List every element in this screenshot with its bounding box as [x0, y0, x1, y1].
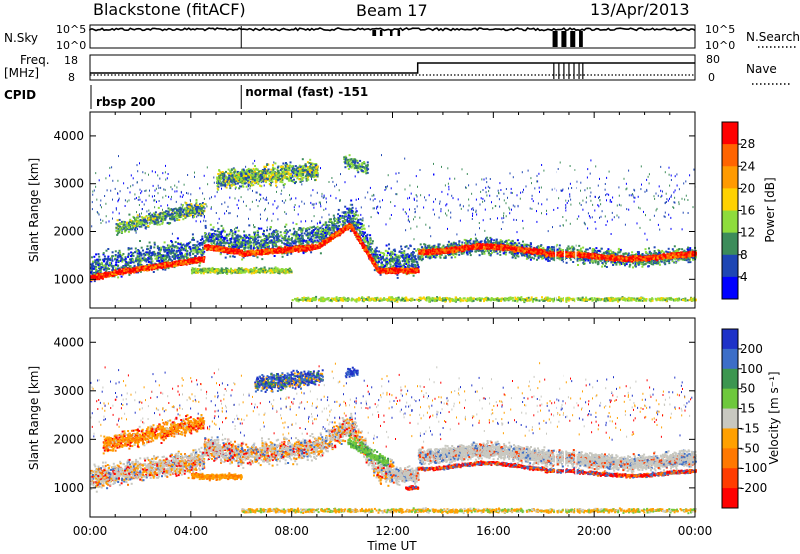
power-colorbar-tick-4: 12	[740, 226, 755, 240]
power-colorbar: 28 24 20 16 12 8 4	[721, 121, 755, 300]
velocity-ylabel: Slant Range [km]	[27, 366, 41, 470]
nave-label: Nave	[746, 62, 777, 76]
velocity-ytick-4000: 4000	[53, 335, 84, 349]
velocity-axes: 1000 2000 3000 4000	[53, 318, 696, 517]
freq-label-line2: [MHz]	[4, 66, 39, 80]
x-axis-label: Time UT	[366, 539, 417, 553]
x-tick-4: 16:00	[476, 524, 511, 538]
velocity-colorbar-tick-7: -200	[740, 481, 767, 495]
power-colorbar-swatch-4	[722, 210, 738, 234]
power-colorbar-tick-6: 4	[740, 270, 748, 284]
x-tick-labels: 00:00 04:00 08:00 12:00 16:00 20:00 00:00	[73, 524, 713, 538]
velocity-scatter	[90, 319, 697, 516]
power-ylabel: Slant Range [km]	[27, 158, 41, 262]
velocity-colorbar-tick-5: -50	[740, 441, 760, 455]
velocity-ytick-3000: 3000	[53, 384, 84, 398]
power-ytick-1000: 1000	[53, 272, 84, 286]
nsky-tick-low: 10^0	[56, 39, 86, 52]
cpid-rbsp-text: rbsp 200	[96, 95, 155, 109]
velocity-colorbar-tick-6: -100	[740, 461, 767, 475]
power-colorbar-swatch-3	[722, 188, 738, 211]
power-colorbar-label: Power [dB]	[763, 177, 777, 242]
nsky-panel	[89, 24, 696, 49]
nave-tick-low: 0	[708, 71, 715, 84]
nsearch-tick-low: 10^0	[705, 39, 735, 52]
power-ytick-2000: 2000	[53, 225, 84, 239]
freq-trace	[90, 62, 695, 79]
x-tick-6: 00:00	[678, 524, 713, 538]
nsky-tick-high: 10^5	[56, 23, 86, 36]
velocity-colorbar-swatch-2	[722, 368, 738, 390]
velocity-colorbar-swatch-3	[722, 388, 738, 410]
power-scatter	[90, 113, 697, 307]
velocity-colorbar: 200 100 50 15 -15 -50 -100 -200	[721, 328, 767, 509]
power-ytick-4000: 4000	[53, 129, 84, 143]
power-colorbar-tick-2: 20	[740, 181, 755, 195]
x-tick-0: 00:00	[73, 524, 108, 538]
power-colorbar-swatch-6	[722, 254, 738, 278]
velocity-colorbar-tick-1: 100	[740, 362, 763, 376]
freq-tick-high: 18	[64, 54, 78, 67]
velocity-colorbar-swatch-8	[722, 488, 738, 509]
velocity-colorbar-swatch-6	[722, 448, 738, 469]
velocity-colorbar-swatch-4	[722, 408, 738, 429]
station-title: Blackstone (fitACF)	[93, 0, 246, 19]
velocity-colorbar-swatch-0	[722, 329, 738, 350]
freq-label-line1: Freq.	[20, 53, 50, 67]
power-colorbar-swatch-1	[722, 144, 738, 167]
x-tick-2: 08:00	[274, 524, 309, 538]
x-tick-5: 20:00	[577, 524, 612, 538]
freq-tick-low: 8	[68, 71, 75, 84]
beam-title: Beam 17	[356, 1, 428, 20]
velocity-ytick-2000: 2000	[53, 432, 84, 446]
power-colorbar-tick-3: 16	[740, 204, 755, 218]
power-axes: 1000 2000 3000 4000	[53, 112, 696, 308]
power-colorbar-tick-1: 24	[740, 159, 755, 173]
nsearch-tick-high: 10^5	[705, 23, 735, 36]
power-colorbar-tick-5: 8	[740, 248, 748, 262]
velocity-colorbar-swatch-1	[722, 348, 738, 370]
velocity-colorbar-swatch-5	[722, 428, 738, 449]
power-colorbar-swatch-7	[722, 276, 738, 300]
nsky-trace	[89, 26, 696, 48]
date-title: 13/Apr/2013	[590, 0, 690, 19]
nsearch-label: N.Search	[746, 30, 800, 44]
velocity-colorbar-tick-3: 15	[740, 402, 755, 416]
power-colorbar-tick-0: 28	[740, 137, 755, 151]
x-tick-1: 04:00	[174, 524, 209, 538]
power-colorbar-swatch-5	[722, 232, 738, 256]
power-colorbar-swatch-2	[722, 166, 738, 189]
velocity-ytick-1000: 1000	[53, 481, 84, 495]
velocity-colorbar-tick-0: 200	[740, 342, 763, 356]
velocity-colorbar-swatch-7	[722, 468, 738, 489]
x-tick-3: 12:00	[375, 524, 410, 538]
nave-tick-high: 80	[706, 53, 720, 66]
velocity-colorbar-tick-2: 50	[740, 382, 755, 396]
cpid-label: CPID	[4, 88, 36, 102]
velocity-colorbar-label: Velocity [m s⁻¹]	[767, 371, 781, 464]
cpid-normal-text: normal (fast) -151	[245, 85, 368, 99]
nsky-label: N.Sky	[4, 31, 38, 45]
velocity-colorbar-tick-4: -15	[740, 421, 760, 435]
freq-panel	[89, 54, 696, 81]
power-colorbar-swatch-0	[722, 122, 738, 145]
power-ytick-3000: 3000	[53, 177, 84, 191]
